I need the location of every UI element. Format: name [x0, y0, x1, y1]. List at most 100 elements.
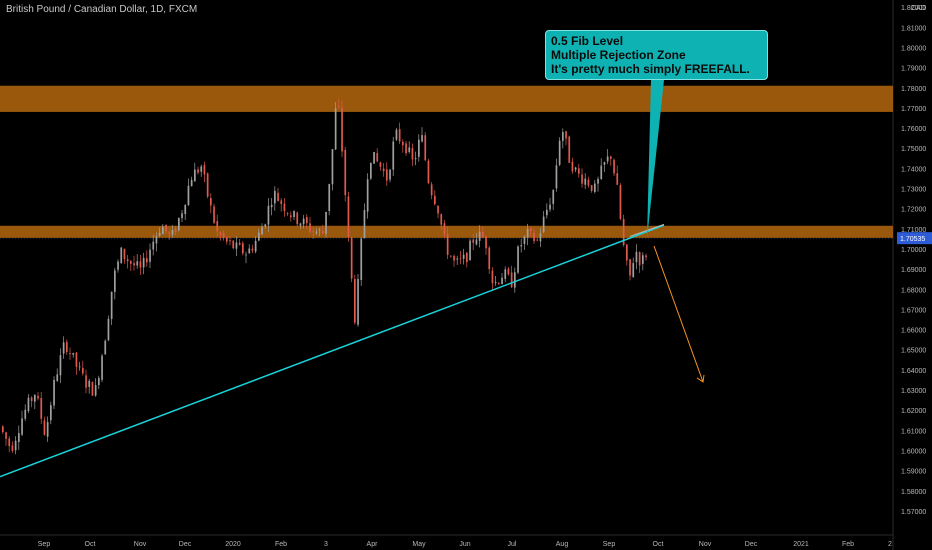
- time-axis[interactable]: Sep Oct Nov Dec 2020 Feb 3 Apr May Jun Jul Aug Sep Oc…: [38, 541, 892, 548]
- candle-body: [290, 215, 292, 218]
- candle-body: [619, 185, 622, 219]
- candle-body: [565, 131, 567, 139]
- price-tick-label: 1.74000: [901, 166, 926, 173]
- price-tick-label: 1.80000: [901, 45, 926, 52]
- currency-label: CAD: [911, 5, 926, 12]
- candle-body: [606, 156, 609, 162]
- candle-body: [437, 205, 439, 214]
- price-tick-label: 1.58000: [901, 489, 926, 496]
- candle-body: [450, 255, 452, 257]
- candle-body: [315, 231, 318, 234]
- price-tick-label: 1.75000: [901, 146, 926, 153]
- candle-body: [43, 420, 46, 435]
- projection-arrow-head: [696, 374, 705, 383]
- candle-body: [414, 158, 417, 160]
- candle-body: [142, 257, 145, 268]
- candle-body: [270, 204, 273, 208]
- candle-body: [40, 398, 43, 419]
- price-tick-label: 1.77000: [901, 106, 926, 113]
- candle-body: [66, 342, 68, 352]
- time-tick-label: Feb: [842, 541, 854, 548]
- time-tick-label: Nov: [699, 541, 712, 548]
- candle-body: [555, 165, 558, 189]
- candle-body: [248, 248, 251, 254]
- candle-body: [264, 224, 267, 227]
- candle-body: [587, 179, 590, 186]
- callout-annotation[interactable]: 0.5 Fib Level Multiple Rejection Zone It…: [545, 30, 768, 80]
- candle-body: [24, 409, 27, 419]
- candle-body: [462, 254, 465, 259]
- candle-body: [296, 212, 299, 225]
- candle-body: [280, 200, 283, 205]
- candle-body: [600, 165, 603, 179]
- candle-body: [629, 259, 631, 276]
- candle-body: [552, 190, 555, 204]
- candle-body: [21, 418, 23, 435]
- price-tick-label: 1.65000: [901, 348, 926, 355]
- candle-body: [568, 136, 571, 163]
- candle-body: [517, 246, 519, 273]
- candle-body: [306, 217, 308, 224]
- candle-body: [174, 228, 177, 232]
- candle-body: [622, 219, 625, 246]
- candle-body: [136, 261, 139, 266]
- price-tick-label: 1.71000: [901, 227, 926, 234]
- price-axis[interactable]: 1.57000 1.58000 1.59000 1.60000 1.61000 1.620…: [897, 5, 932, 516]
- price-tick-label: 1.61000: [901, 428, 926, 435]
- candle-body: [219, 232, 222, 235]
- candle-body: [501, 277, 503, 285]
- candle-body: [226, 237, 228, 242]
- candle-body: [466, 252, 468, 263]
- price-tick-label: 1.70000: [901, 247, 926, 254]
- candle-body: [341, 107, 343, 152]
- candle-body: [229, 240, 231, 242]
- candle-body: [85, 375, 87, 388]
- candle-body: [536, 239, 539, 241]
- price-tick-label: 1.79000: [901, 66, 926, 73]
- candle-body: [120, 247, 123, 264]
- candle-body: [203, 164, 206, 175]
- candle-body: [283, 203, 286, 212]
- candle-body: [152, 241, 155, 250]
- candle-body: [110, 291, 113, 319]
- candle-body: [309, 223, 311, 232]
- candle-body: [94, 385, 97, 396]
- candle-body: [30, 397, 33, 402]
- candle-body: [494, 282, 497, 284]
- candle-body: [126, 259, 129, 262]
- candle-body: [2, 426, 4, 433]
- drawn-lines: [0, 80, 705, 478]
- candle-body: [18, 433, 20, 443]
- candle-body: [590, 185, 593, 192]
- candle-body: [370, 162, 372, 179]
- candle-body: [277, 192, 279, 202]
- candle-body: [59, 355, 62, 376]
- price-tick-label: 1.78000: [901, 86, 926, 93]
- candle-body: [430, 184, 433, 196]
- candle-body: [181, 213, 183, 219]
- candle-body: [293, 210, 295, 218]
- ascending-trendline: [0, 224, 665, 478]
- candle-body: [578, 168, 580, 174]
- candle-body: [376, 153, 379, 162]
- candle-body: [123, 248, 126, 259]
- candle-body: [530, 228, 532, 231]
- candle-body: [162, 226, 164, 235]
- candle-body: [258, 232, 260, 241]
- price-tick-label: 1.64000: [901, 368, 926, 375]
- candle-body: [386, 169, 388, 181]
- time-tick-label: Sep: [603, 541, 616, 548]
- price-tick-label: 1.73000: [901, 187, 926, 194]
- candle-body: [318, 229, 321, 231]
- candle-body: [101, 355, 103, 380]
- candle-body: [267, 205, 270, 225]
- candle-body: [98, 378, 100, 386]
- candle-body: [69, 353, 71, 354]
- candle-body: [200, 166, 203, 172]
- candle-body: [574, 167, 577, 170]
- price-zone: [0, 225, 893, 238]
- candle-body: [299, 223, 302, 226]
- candle-body: [510, 272, 513, 288]
- price-tick-label: 1.72000: [901, 207, 926, 214]
